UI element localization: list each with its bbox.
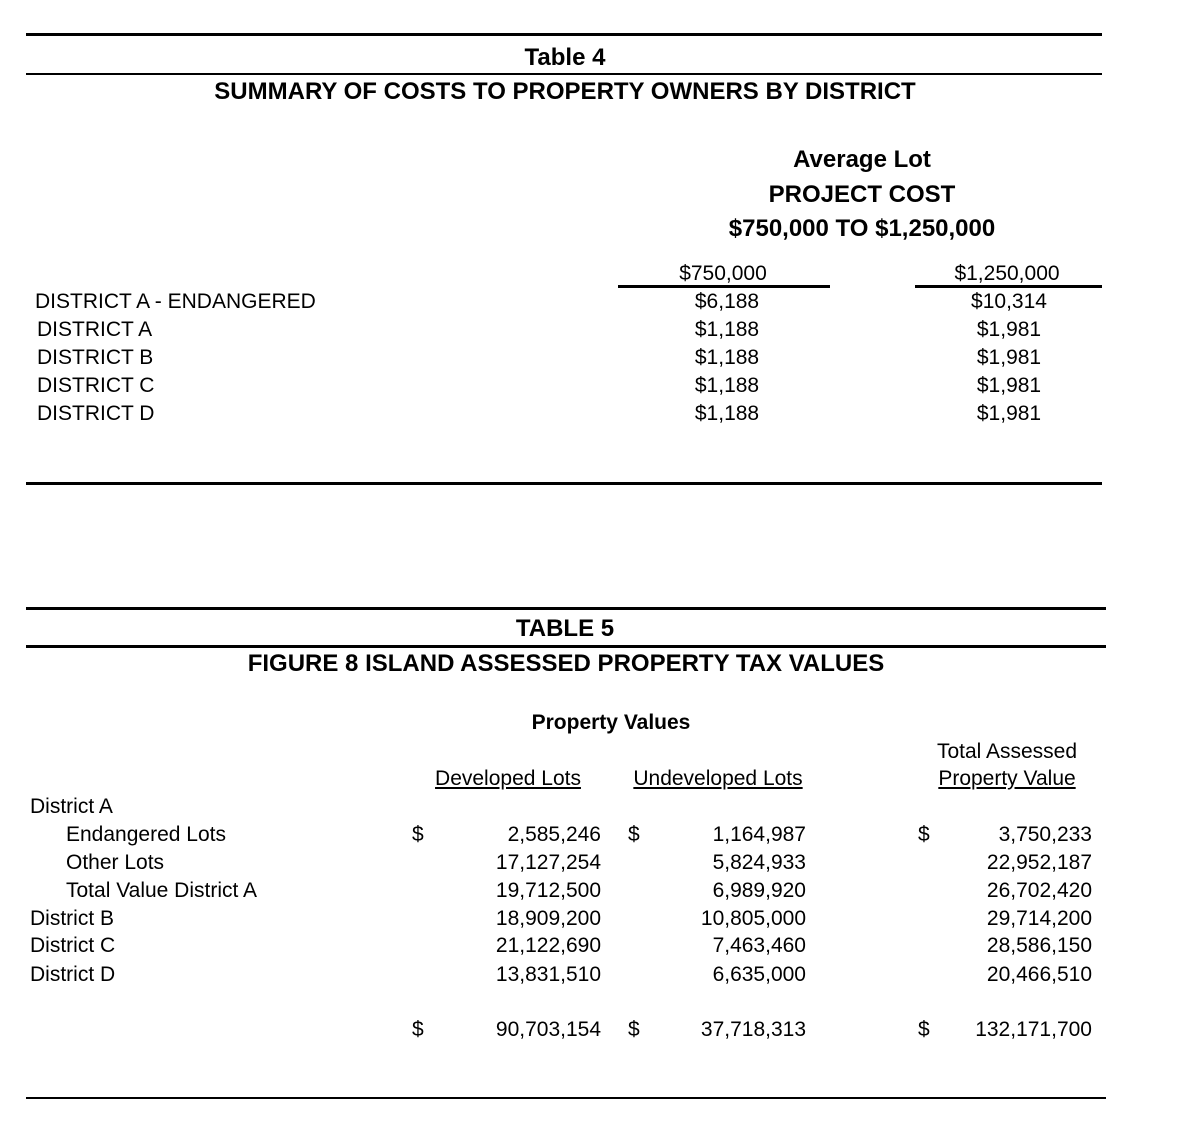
totals-dollar-undeveloped: $: [628, 1018, 640, 1041]
table5-subtitle: FIGURE 8 ISLAND ASSESSED PROPERTY TAX VA…: [247, 650, 885, 677]
total-value: 29,714,200: [986, 907, 1092, 930]
district-label: DISTRICT A - ENDANGERED: [35, 290, 316, 313]
undeveloped-value: 6,989,920: [712, 879, 806, 902]
total-undeveloped: 37,718,313: [700, 1018, 806, 1041]
table4-bottom-rule: [26, 482, 1102, 485]
cost-1250000: $1,981: [976, 318, 1042, 341]
grand-total: 132,171,700: [975, 1018, 1092, 1041]
totals-dollar-total: $: [918, 1018, 930, 1041]
total-assessed-header: Total Assessed: [936, 740, 1078, 763]
row-label: Endangered Lots: [66, 823, 226, 846]
row-label: Total Value District A: [66, 879, 258, 902]
total-value: 26,702,420: [986, 879, 1092, 902]
total-value: 22,952,187: [986, 851, 1092, 874]
undeveloped-value: 10,805,000: [700, 907, 806, 930]
district-label: DISTRICT D: [37, 402, 155, 425]
table4-subtitle: SUMMARY OF COSTS TO PROPERTY OWNERS BY D…: [214, 78, 916, 105]
header-cost-range: $750,000 TO $1,250,000: [728, 215, 996, 242]
column-rule-750000: [618, 285, 830, 288]
header-project-cost: PROJECT COST: [768, 181, 956, 208]
undeveloped-value: 5,824,933: [712, 851, 806, 874]
total-developed: 90,703,154: [495, 1018, 601, 1041]
cost-750000: $1,188: [694, 374, 760, 397]
cost-750000: $1,188: [694, 402, 760, 425]
column-header-1250000: $1,250,000: [954, 262, 1060, 285]
table5-title: TABLE 5: [515, 615, 615, 642]
undeveloped-lots-header: Undeveloped Lots: [633, 767, 803, 790]
title-rule: [26, 73, 1102, 75]
dollar-sign: $: [412, 823, 424, 846]
undeveloped-value: 6,635,000: [712, 963, 806, 986]
column-header-750000: $750,000: [679, 262, 767, 285]
header-average-lot: Average Lot: [793, 146, 931, 173]
cost-1250000: $1,981: [976, 374, 1042, 397]
table5-title-rule: [26, 645, 1106, 648]
row-label: District D: [30, 963, 116, 986]
developed-value: 2,585,246: [507, 823, 601, 846]
cost-1250000: $1,981: [976, 346, 1042, 369]
property-value-header: Property Value: [938, 767, 1076, 790]
cost-750000: $1,188: [694, 346, 760, 369]
top-rule: [26, 33, 1102, 36]
dollar-sign: $: [918, 823, 930, 846]
dollar-sign: $: [628, 823, 640, 846]
developed-value: 18,909,200: [495, 907, 601, 930]
developed-value: 21,122,690: [495, 934, 601, 957]
total-value: 20,466,510: [986, 963, 1092, 986]
developed-lots-header: Developed Lots: [435, 767, 581, 790]
column-rule-1250000: [915, 285, 1102, 288]
developed-value: 13,831,510: [495, 963, 601, 986]
developed-value: 19,712,500: [495, 879, 601, 902]
cost-750000: $1,188: [694, 318, 760, 341]
row-label: District C: [30, 934, 116, 957]
developed-value: 17,127,254: [495, 851, 601, 874]
row-label: District B: [30, 907, 114, 930]
table5-top-rule: [26, 607, 1106, 610]
district-label: DISTRICT A: [37, 318, 153, 341]
undeveloped-value: 7,463,460: [712, 934, 806, 957]
row-label: Other Lots: [66, 851, 165, 874]
cost-1250000: $1,981: [976, 402, 1042, 425]
table5-bottom-rule: [26, 1097, 1106, 1099]
total-value: 3,750,233: [998, 823, 1092, 846]
cost-1250000: $10,314: [971, 290, 1047, 313]
cost-750000: $6,188: [694, 290, 760, 313]
table4-title: Table 4: [524, 44, 606, 71]
district-label: DISTRICT B: [37, 346, 154, 369]
totals-dollar-developed: $: [412, 1018, 424, 1041]
district-a-label: District A: [30, 795, 113, 818]
property-values-header: Property Values: [531, 711, 691, 734]
undeveloped-value: 1,164,987: [712, 823, 806, 846]
total-value: 28,586,150: [986, 934, 1092, 957]
district-label: DISTRICT C: [37, 374, 155, 397]
